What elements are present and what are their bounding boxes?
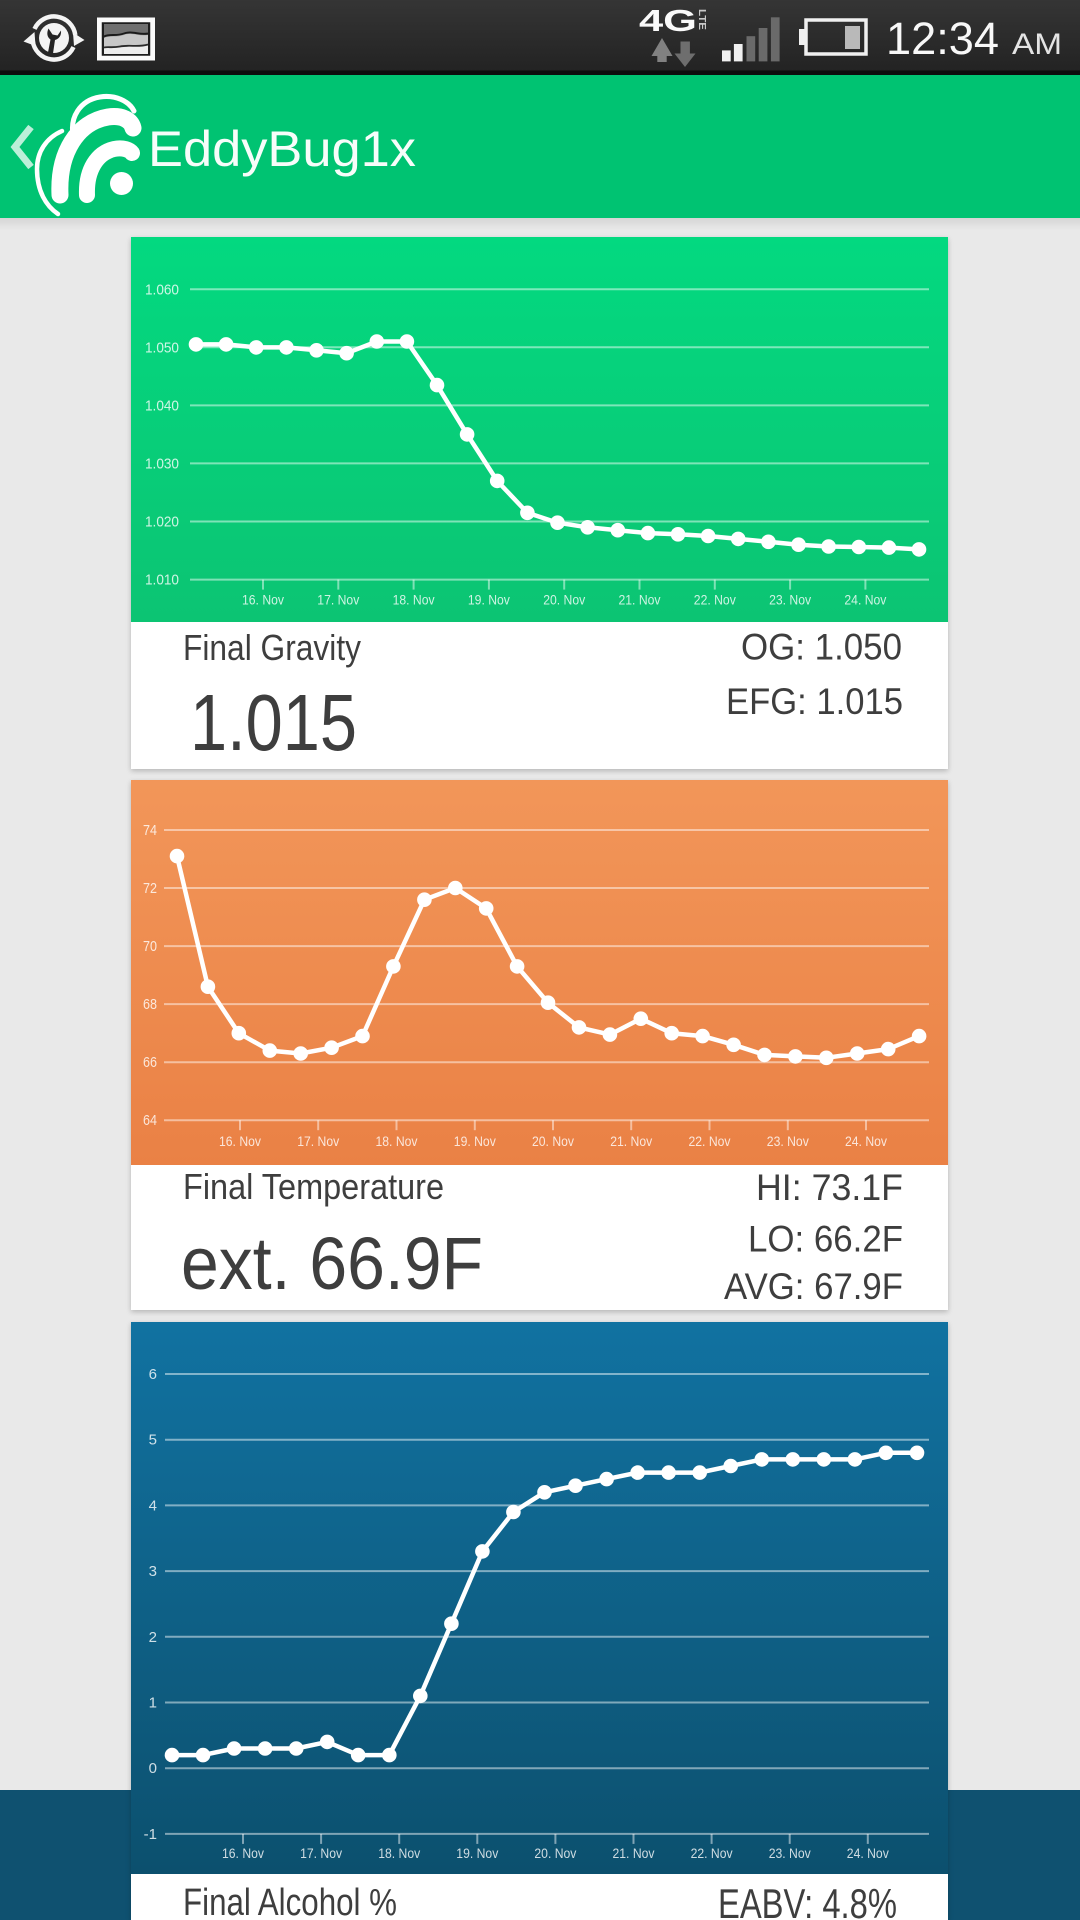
svg-text:1.040: 1.040 (145, 397, 179, 414)
svg-text:1.015: 1.015 (190, 678, 357, 767)
svg-text:21. Nov: 21. Nov (619, 593, 661, 608)
svg-text:5: 5 (149, 1432, 157, 1449)
svg-text:20. Nov: 20. Nov (543, 593, 585, 608)
svg-text:1.030: 1.030 (145, 455, 179, 472)
svg-text:1.050: 1.050 (145, 339, 179, 356)
svg-text:70: 70 (143, 938, 157, 955)
svg-text:16. Nov: 16. Nov (222, 1846, 264, 1861)
svg-text:4G: 4G (639, 3, 697, 38)
svg-text:64: 64 (143, 1112, 157, 1129)
svg-text:23. Nov: 23. Nov (769, 593, 811, 608)
svg-text:24. Nov: 24. Nov (845, 1134, 887, 1149)
svg-text:16. Nov: 16. Nov (242, 593, 284, 608)
svg-text:74: 74 (143, 822, 157, 839)
svg-text:19. Nov: 19. Nov (454, 1134, 496, 1149)
svg-text:22. Nov: 22. Nov (691, 1846, 733, 1861)
svg-text:24. Nov: 24. Nov (847, 1846, 889, 1861)
svg-text:17. Nov: 17. Nov (300, 1846, 342, 1861)
svg-text:18. Nov: 18. Nov (376, 1134, 418, 1149)
svg-text:Final Gravity: Final Gravity (183, 627, 361, 668)
svg-text:LO: 66.2F: LO: 66.2F (748, 1219, 903, 1260)
svg-text:66: 66 (143, 1054, 157, 1071)
svg-text:24. Nov: 24. Nov (844, 593, 886, 608)
svg-text:20. Nov: 20. Nov (534, 1846, 576, 1861)
svg-text:21. Nov: 21. Nov (613, 1846, 655, 1861)
svg-text:17. Nov: 17. Nov (317, 593, 359, 608)
svg-text:68: 68 (143, 996, 157, 1013)
svg-text:18. Nov: 18. Nov (378, 1846, 420, 1861)
svg-text:18. Nov: 18. Nov (393, 593, 435, 608)
svg-text:EddyBug1x: EddyBug1x (148, 121, 416, 177)
svg-text:1: 1 (149, 1695, 157, 1712)
svg-text:Final Alcohol %: Final Alcohol % (183, 1882, 397, 1920)
svg-text:1.060: 1.060 (145, 281, 179, 298)
svg-text:22. Nov: 22. Nov (694, 593, 736, 608)
svg-text:LTE: LTE (696, 9, 707, 30)
svg-text:17. Nov: 17. Nov (297, 1134, 339, 1149)
svg-text:AVG: 67.9F: AVG: 67.9F (724, 1266, 903, 1307)
svg-text:AM: AM (1012, 28, 1062, 61)
svg-text:OG: 1.050: OG: 1.050 (741, 627, 902, 668)
svg-text:19. Nov: 19. Nov (468, 593, 510, 608)
svg-text:EABV: 4.8%: EABV: 4.8% (718, 1880, 897, 1920)
svg-text:0: 0 (149, 1760, 157, 1777)
svg-text:HI: 73.1F: HI: 73.1F (756, 1167, 903, 1208)
svg-text:6: 6 (149, 1366, 157, 1383)
svg-text:4: 4 (149, 1497, 157, 1514)
svg-text:ext. 66.9F: ext. 66.9F (181, 1222, 483, 1305)
svg-text:19. Nov: 19. Nov (456, 1846, 498, 1861)
svg-text:23. Nov: 23. Nov (769, 1846, 811, 1861)
svg-text:1.010: 1.010 (145, 572, 179, 589)
svg-text:EFG: 1.015: EFG: 1.015 (726, 681, 903, 722)
svg-text:23. Nov: 23. Nov (767, 1134, 809, 1149)
svg-text:20. Nov: 20. Nov (532, 1134, 574, 1149)
svg-text:12:34: 12:34 (886, 13, 999, 64)
svg-text:22. Nov: 22. Nov (689, 1134, 731, 1149)
svg-text:-1: -1 (144, 1826, 157, 1843)
svg-text:72: 72 (143, 880, 157, 897)
svg-text:Final Temperature: Final Temperature (183, 1166, 444, 1207)
svg-text:1.020: 1.020 (145, 514, 179, 531)
svg-text:16. Nov: 16. Nov (219, 1134, 261, 1149)
svg-text:2: 2 (149, 1629, 157, 1646)
svg-text:3: 3 (149, 1563, 157, 1580)
svg-text:21. Nov: 21. Nov (610, 1134, 652, 1149)
